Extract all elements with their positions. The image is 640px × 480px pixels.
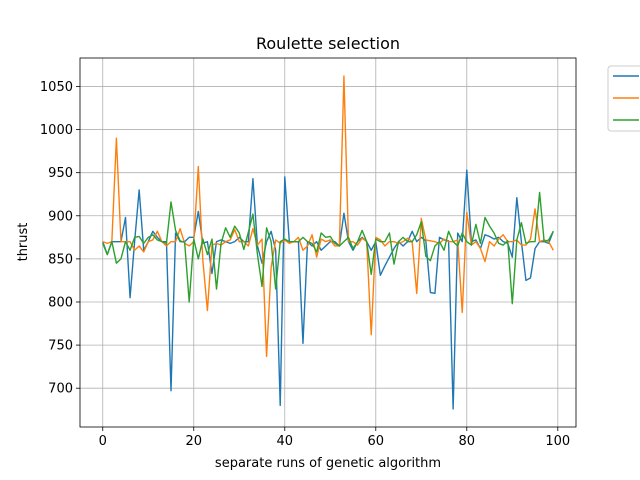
x-tick-label: 40 (276, 434, 293, 449)
y-tick-label: 700 (48, 382, 73, 397)
legend (607, 65, 640, 132)
series-3-line (102, 191, 554, 305)
x-tick-label: 20 (185, 434, 202, 449)
y-axis-label: thrust (16, 223, 31, 262)
grid (80, 58, 576, 427)
x-axis-label: separate runs of genetic algorithm (215, 456, 441, 471)
y-tick-label: 850 (48, 252, 73, 267)
y-tick-label: 950 (48, 166, 73, 181)
series-lines (102, 75, 554, 410)
y-tick-label: 900 (48, 209, 73, 224)
plot-frame (79, 57, 577, 428)
y-tick-label: 750 (48, 339, 73, 354)
x-axis-ticks: 0 20 40 60 80 100 (99, 427, 570, 449)
x-tick-label: 60 (368, 434, 385, 449)
y-tick-label: 800 (48, 295, 73, 310)
x-tick-label: 0 (99, 434, 107, 449)
y-tick-label: 1000 (40, 123, 73, 138)
y-axis-ticks: 700 750 800 850 900 950 1000 1050 (40, 80, 80, 397)
x-tick-label: 80 (459, 434, 476, 449)
y-tick-label: 1050 (40, 80, 73, 95)
x-tick-label: 100 (545, 434, 570, 449)
chart-title: Roulette selection (256, 34, 400, 53)
